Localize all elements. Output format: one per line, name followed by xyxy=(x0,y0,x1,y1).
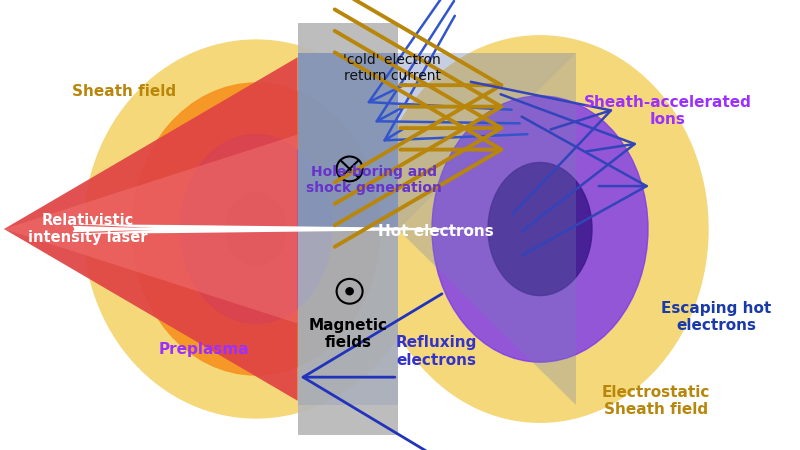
Ellipse shape xyxy=(488,162,592,296)
Ellipse shape xyxy=(84,40,428,418)
Text: Refluxing
electrons: Refluxing electrons xyxy=(395,335,477,368)
Text: Sheath field: Sheath field xyxy=(72,84,176,99)
Text: Escaping hot
electrons: Escaping hot electrons xyxy=(661,301,771,333)
Ellipse shape xyxy=(180,135,332,324)
Polygon shape xyxy=(298,53,398,229)
Text: 'cold' electron
return current: 'cold' electron return current xyxy=(343,53,441,83)
Polygon shape xyxy=(4,135,298,324)
Polygon shape xyxy=(398,53,576,229)
Polygon shape xyxy=(298,229,398,405)
Text: Electrostatic
Sheath field: Electrostatic Sheath field xyxy=(602,385,710,417)
Text: Hot electrons: Hot electrons xyxy=(378,224,494,239)
Polygon shape xyxy=(398,53,576,405)
Text: Magnetic
fields: Magnetic fields xyxy=(309,318,387,351)
Polygon shape xyxy=(4,57,298,401)
Text: Relativistic
intensity laser: Relativistic intensity laser xyxy=(28,213,148,245)
Ellipse shape xyxy=(432,96,648,362)
Ellipse shape xyxy=(132,83,380,375)
Bar xyxy=(298,23,398,435)
Text: Preplasma: Preplasma xyxy=(158,342,250,357)
Polygon shape xyxy=(298,53,398,229)
Ellipse shape xyxy=(226,193,286,266)
Text: Sheath-accelerated
Ions: Sheath-accelerated Ions xyxy=(584,95,752,127)
Text: Hole-boring and
shock generation: Hole-boring and shock generation xyxy=(306,165,442,195)
Circle shape xyxy=(346,288,354,295)
Ellipse shape xyxy=(372,36,708,422)
